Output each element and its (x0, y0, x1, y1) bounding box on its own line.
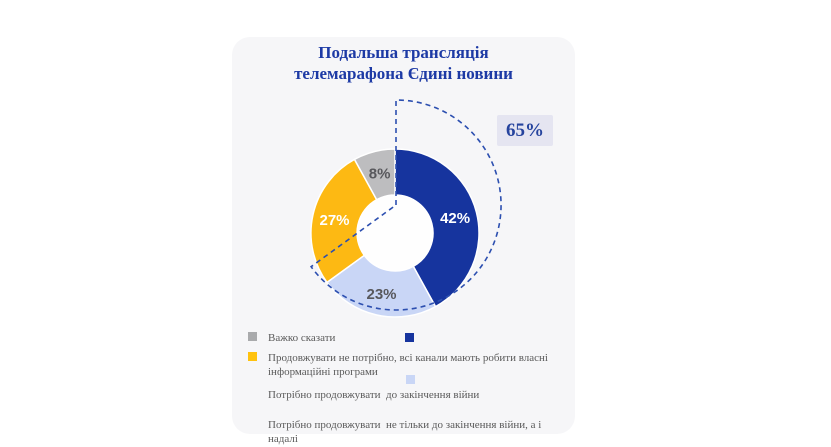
legend-label: Важко сказати (268, 332, 336, 344)
donut-slice-8pct (353, 148, 396, 201)
chart-card: Подальша трансляція телемарафона Єдині н… (232, 37, 575, 445)
highlight-wedge-outline (309, 99, 502, 311)
slice-label-8pct: 8% (369, 165, 391, 182)
donut-chart-svg: 42% 23% 27% 8% (309, 99, 502, 318)
legend-item-no-need-continue: Продовжувати не потрібно, всі канали маю… (248, 351, 560, 379)
chart-title-line1: Подальша трансляція (318, 43, 489, 62)
highlight-callout: 65% (497, 115, 553, 146)
chart-title: Подальша трансляція телемарафона Єдині н… (232, 43, 575, 84)
highlight-value: 65% (506, 120, 544, 141)
legend-label: Потрібно продовжувати не тільки до закін… (268, 419, 545, 445)
donut-slice-42pct (394, 148, 480, 308)
legend-marker-dark-blue (405, 333, 414, 342)
donut-slice-27pct (310, 158, 378, 284)
legend-marker-light-blue (406, 375, 415, 384)
legend-item-continue-until-war-end: Потрібно продовжувати до закінчення війн… (248, 388, 479, 402)
slice-label-27pct: 27% (319, 212, 349, 229)
legend-label: Продовжувати не потрібно, всі канали маю… (268, 352, 551, 378)
chart-title-line2: телемарафона Єдині новини (294, 63, 513, 83)
legend-item-hard-to-say: Важко сказати (248, 331, 335, 345)
slice-label-23pct: 23% (366, 286, 396, 303)
donut-hole (355, 193, 435, 273)
legend-label: Потрібно продовжувати до закінчення війн… (268, 389, 480, 401)
legend-marker-empty (248, 389, 257, 398)
slice-label-42pct: 42% (440, 210, 470, 227)
legend-marker-empty (248, 419, 257, 428)
legend-marker-gray (248, 332, 257, 341)
legend-item-continue-beyond-war: Потрібно продовжувати не тільки до закін… (248, 418, 560, 446)
legend-marker-yellow (248, 352, 257, 361)
